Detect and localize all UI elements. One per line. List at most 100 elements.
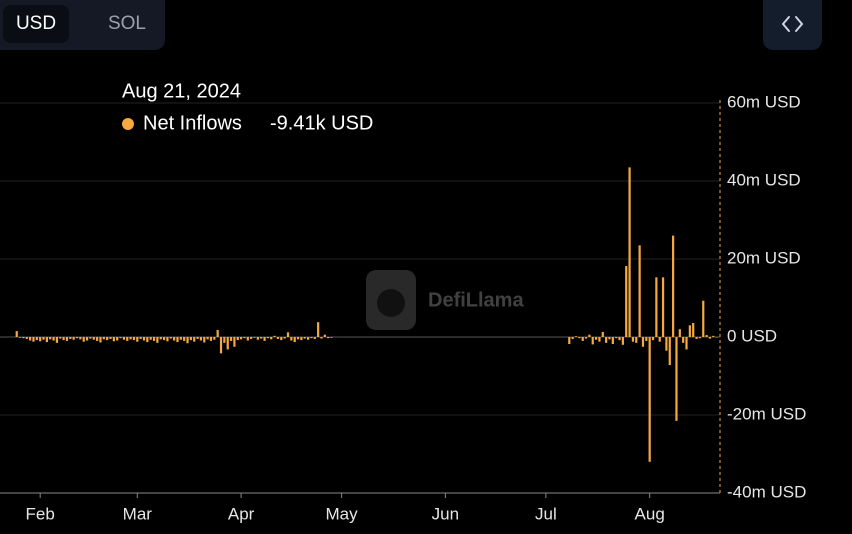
bar bbox=[246, 337, 249, 341]
bar bbox=[59, 337, 62, 339]
tooltip-date: Aug 21, 2024 bbox=[122, 80, 241, 102]
bar bbox=[655, 277, 658, 337]
bar bbox=[79, 337, 82, 340]
bar bbox=[216, 329, 219, 337]
bar bbox=[581, 337, 584, 341]
bar bbox=[162, 337, 166, 341]
bar bbox=[648, 337, 651, 462]
bar bbox=[169, 337, 172, 339]
bar bbox=[173, 337, 176, 341]
bar bbox=[641, 337, 645, 347]
bar bbox=[601, 331, 604, 337]
bar bbox=[139, 337, 142, 339]
bar bbox=[330, 337, 333, 338]
bar bbox=[186, 337, 189, 344]
bar bbox=[591, 337, 594, 345]
bar bbox=[89, 337, 92, 339]
bar bbox=[119, 337, 122, 339]
bar bbox=[317, 322, 320, 337]
watermark: DefiLlama bbox=[366, 270, 524, 330]
bar bbox=[96, 337, 99, 341]
bar bbox=[625, 266, 628, 337]
toggle-sol[interactable]: SOL bbox=[107, 13, 147, 34]
bar bbox=[35, 337, 38, 341]
bar bbox=[256, 337, 259, 340]
bar bbox=[260, 337, 263, 339]
bar bbox=[635, 337, 638, 343]
bar bbox=[250, 337, 253, 339]
bar bbox=[273, 335, 276, 337]
bar bbox=[698, 337, 702, 339]
bar bbox=[233, 337, 236, 347]
bar bbox=[578, 337, 581, 339]
y-tick-label: 60m USD bbox=[727, 92, 801, 111]
watermark-text: DefiLlama bbox=[428, 289, 524, 311]
toggle-usd[interactable]: USD bbox=[3, 5, 69, 43]
bar bbox=[42, 337, 45, 340]
bar bbox=[300, 337, 303, 341]
bar bbox=[196, 337, 199, 339]
bar bbox=[136, 337, 139, 342]
bar bbox=[206, 337, 209, 340]
x-tick-label: Feb bbox=[26, 504, 55, 523]
bar bbox=[276, 337, 280, 339]
bar bbox=[223, 337, 226, 343]
bar bbox=[266, 337, 270, 339]
bar bbox=[122, 337, 126, 340]
bar bbox=[243, 337, 246, 339]
bar bbox=[611, 337, 614, 345]
bar bbox=[678, 329, 681, 337]
bar bbox=[176, 337, 179, 343]
bar bbox=[682, 337, 685, 343]
bar bbox=[52, 337, 55, 341]
bar bbox=[15, 331, 18, 337]
bar bbox=[645, 337, 648, 341]
bar bbox=[303, 337, 306, 339]
bar bbox=[283, 337, 286, 339]
bar bbox=[72, 337, 75, 340]
bar bbox=[705, 335, 708, 337]
bar bbox=[618, 337, 621, 341]
bar bbox=[146, 337, 149, 343]
bar bbox=[226, 337, 229, 350]
bar bbox=[203, 337, 206, 343]
bar bbox=[129, 337, 132, 340]
embed-button[interactable] bbox=[763, 0, 822, 50]
bar bbox=[152, 337, 156, 341]
bar bbox=[253, 337, 256, 338]
code-icon bbox=[781, 16, 804, 32]
bar bbox=[25, 337, 28, 339]
bar bbox=[219, 337, 223, 354]
tooltip-value: -9.41k USD bbox=[270, 112, 373, 134]
bar bbox=[665, 337, 668, 351]
bar bbox=[571, 337, 574, 339]
bar bbox=[638, 245, 641, 337]
bar bbox=[236, 337, 239, 341]
bar bbox=[668, 337, 671, 366]
tooltip-dot bbox=[122, 118, 134, 130]
bar bbox=[598, 337, 601, 342]
bar bbox=[142, 337, 146, 341]
bar bbox=[45, 337, 48, 343]
bar bbox=[702, 300, 705, 337]
bar bbox=[213, 337, 216, 340]
bar bbox=[296, 337, 300, 340]
bar bbox=[55, 337, 59, 343]
bar bbox=[183, 337, 186, 341]
bar bbox=[594, 337, 598, 340]
bar bbox=[75, 337, 79, 339]
bar bbox=[126, 337, 129, 341]
bar bbox=[628, 167, 631, 337]
bar bbox=[685, 337, 688, 350]
bar bbox=[179, 337, 182, 340]
bar bbox=[49, 337, 52, 340]
bar bbox=[18, 337, 22, 338]
bar bbox=[193, 337, 196, 342]
bar bbox=[695, 337, 698, 339]
bar bbox=[116, 337, 119, 341]
bar bbox=[310, 337, 313, 339]
bar bbox=[605, 337, 608, 343]
y-tick-label: 0 USD bbox=[727, 326, 777, 345]
